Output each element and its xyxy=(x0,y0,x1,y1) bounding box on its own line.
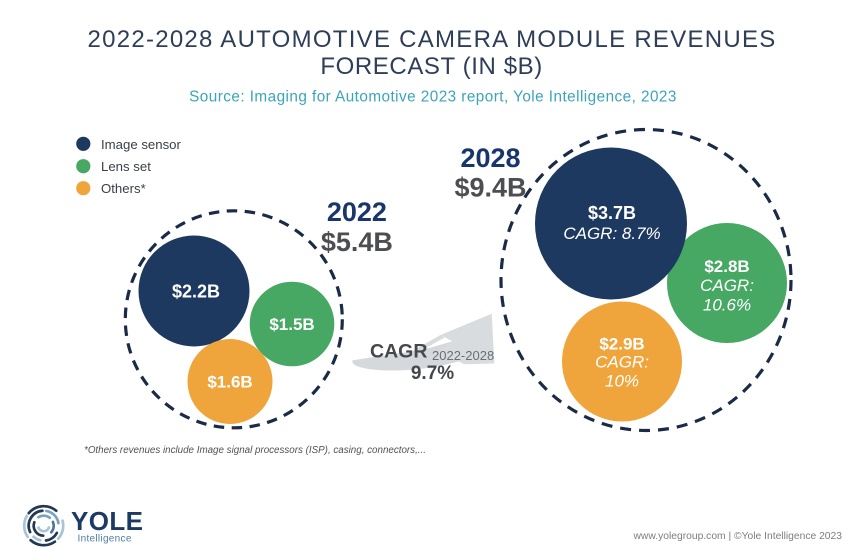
svg-text:CAGR: 8.7%: CAGR: 8.7% xyxy=(563,224,660,243)
svg-text:Source: Imaging for Automotive: Source: Imaging for Automotive 2023 repo… xyxy=(189,88,677,105)
svg-text:2028: 2028 xyxy=(460,143,520,173)
svg-text:$5.4B: $5.4B xyxy=(321,227,393,257)
svg-text:*Others revenues include Image: *Others revenues include Image signal pr… xyxy=(84,445,426,456)
svg-text:2022-2028 AUTOMOTIVE CAMERA MO: 2022-2028 AUTOMOTIVE CAMERA MODULE REVEN… xyxy=(87,26,776,53)
svg-text:CAGR: CAGR xyxy=(370,341,427,363)
svg-text:9.7%: 9.7% xyxy=(411,363,454,384)
svg-text:YOLE: YOLE xyxy=(71,506,143,536)
svg-text:Lens set: Lens set xyxy=(101,159,151,174)
svg-text:$1.6B: $1.6B xyxy=(207,373,252,392)
svg-text:$2.9B: $2.9B xyxy=(599,335,644,354)
svg-text:Others*: Others* xyxy=(101,181,146,196)
svg-text:$1.5B: $1.5B xyxy=(269,315,314,334)
svg-text:2022-2028: 2022-2028 xyxy=(432,348,494,363)
svg-text:10%: 10% xyxy=(605,372,639,391)
svg-text:FORECAST (IN $B): FORECAST (IN $B) xyxy=(320,53,543,80)
svg-text:CAGR:: CAGR: xyxy=(595,352,649,371)
svg-text:CAGR:: CAGR: xyxy=(700,276,754,295)
svg-text:Image sensor: Image sensor xyxy=(101,137,182,152)
svg-text:$2.8B: $2.8B xyxy=(704,257,749,276)
svg-text:10.6%: 10.6% xyxy=(703,296,751,315)
svg-text:Intelligence: Intelligence xyxy=(78,534,132,545)
svg-text:$3.7B: $3.7B xyxy=(588,203,636,223)
svg-text:www.yolegroup.com | ©Yole Inte: www.yolegroup.com | ©Yole Intelligence 2… xyxy=(632,531,842,542)
svg-text:2022: 2022 xyxy=(327,197,387,227)
svg-text:$2.2B: $2.2B xyxy=(172,282,220,302)
svg-text:$9.4B: $9.4B xyxy=(454,173,526,203)
